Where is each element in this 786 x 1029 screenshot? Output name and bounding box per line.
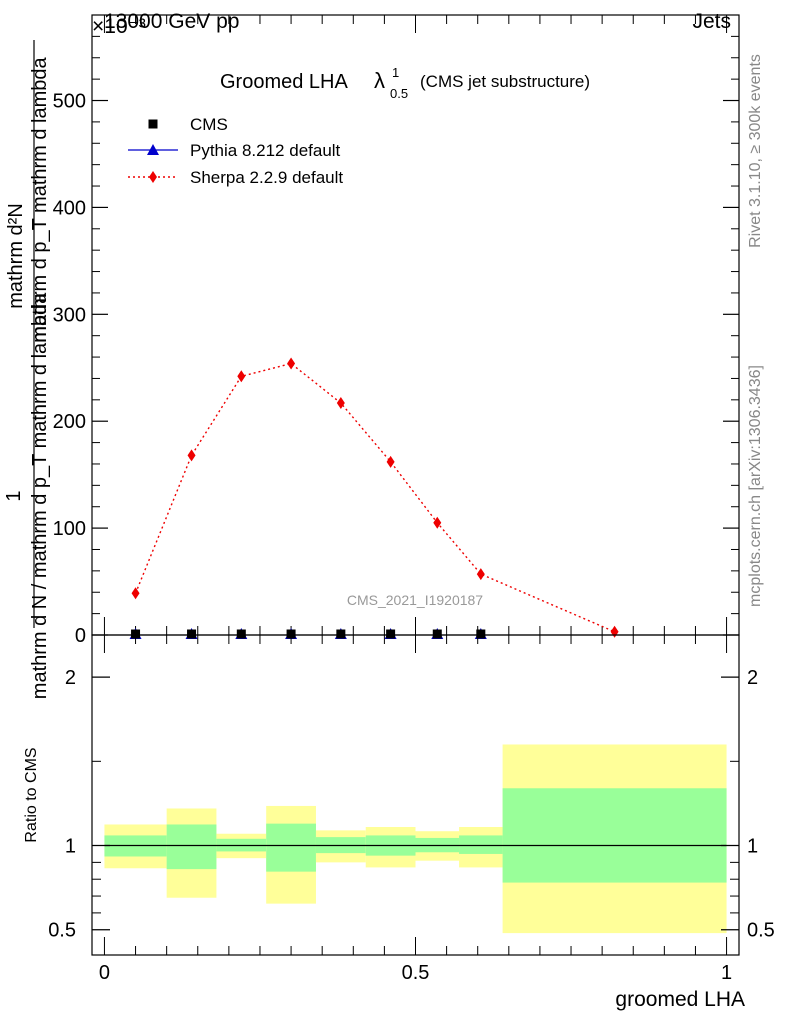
chart-title-subscript: 0.5 [390,86,408,101]
cms-data-point [131,629,141,639]
y-axis-title-num-top: mathrm d²N [5,203,27,309]
cms-data-point [236,629,246,639]
sherpa-data-point [287,357,296,370]
ratio-stat-uncertainty-band [459,835,503,854]
ratio-stat-uncertainty-band [502,788,727,883]
legend-marker-sherpa [149,171,157,183]
chart-title-superscript: 1 [392,65,399,80]
sherpa-data-point [187,449,196,462]
sherpa-data-point [386,455,395,468]
main-panel-frame [91,14,740,636]
rivet-version-label: Rivet 3.1.10, ≥ 300k events [747,54,764,248]
main-y-tick-label: 300 [53,304,86,326]
cms-data-point [187,629,197,639]
legend-marker-pythia [147,144,159,155]
legend-label: Sherpa 2.2.9 default [190,168,343,187]
chart-subtitle: (CMS jet substructure) [420,72,590,91]
collision-energy-label: 13000 GeV pp [104,10,239,33]
ratio-y-tick-label-right: 0.5 [747,920,775,942]
mcplots-label: mcplots.cern.ch [arXiv:1306.3436] [747,365,764,607]
ratio-bands [104,744,727,934]
sherpa-data-point [131,587,140,600]
main-y-tick-label: 400 [53,197,86,219]
legend: CMS Pythia 8.212 default Sherpa 2.2.9 defa… [128,115,343,187]
ratio-x-ticks: 0 0.5 1 [99,635,732,984]
main-panel: 0 100 200 300 400 500 CMS_2021_I1920187 Groom… [53,14,740,647]
cms-data-point [432,629,442,639]
sherpa-data-point [610,625,619,638]
main-y-tick-label: 0 [75,625,86,647]
cms-data-point [286,629,296,639]
ratio-x-tick-label: 1 [721,962,732,984]
exponent-label: ×10⁻³ [92,15,146,38]
sherpa-data-point [237,370,246,383]
process-label: Jets [692,10,731,33]
watermark-label: CMS_2021_I1920187 [347,592,483,608]
ratio-panel: 0.5 0.51 12 2 0 0.5 1 Ratio to CMS groomed LH… [23,634,775,1011]
cms-data-point [386,629,396,639]
cms-data-point [336,629,346,639]
ratio-y-tick-label-right: 1 [747,836,758,858]
main-y-ticks: 0 100 200 300 400 500 [53,14,739,647]
ratio-y-tick-label-left: 2 [65,667,76,689]
ratio-y-tick-label-left: 1 [65,836,76,858]
chart-title: Groomed LHA λ 1 0.5 (CMS jet substructur… [220,65,590,101]
y-axis-title-den: mathrm d N / mathrm d p_T mathrm d lambd… [29,292,51,699]
legend-marker-cms [148,119,158,129]
main-y-tick-label: 100 [53,518,86,540]
y-axis-title: mathrm d²N mathrm d p_T mathrm d lambda … [3,40,51,699]
ratio-x-tick-label: 0.5 [402,962,430,984]
y-axis-title-prefactor: 1 [3,490,25,501]
chart-title-symbol: λ [374,68,385,93]
legend-label: CMS [190,115,228,134]
sherpa-data-point [336,397,345,410]
sherpa-series-line [134,362,615,633]
chart-title-main: Groomed LHA [220,71,348,93]
ratio-y-ticks: 0.5 0.5 1 1 2 2 [48,667,775,942]
ratio-x-tick-label: 0 [99,962,110,984]
main-x-ticks [103,15,728,635]
ratio-stat-uncertainty-band [166,824,217,870]
ratio-stat-uncertainty-band [266,823,316,872]
main-series [129,357,619,639]
main-y-tick-label: 500 [53,91,86,113]
sherpa-data-point [433,516,442,529]
legend-label: Pythia 8.212 default [190,141,341,160]
main-y-tick-label: 200 [53,411,86,433]
ratio-y-tick-label-left: 0.5 [48,920,76,942]
cms-data-point [476,629,486,639]
ratio-y-axis-title: Ratio to CMS [23,747,40,842]
ratio-y-tick-label-right: 2 [747,667,758,689]
x-axis-title: groomed LHA [615,988,745,1011]
sherpa-data-point [476,568,485,581]
